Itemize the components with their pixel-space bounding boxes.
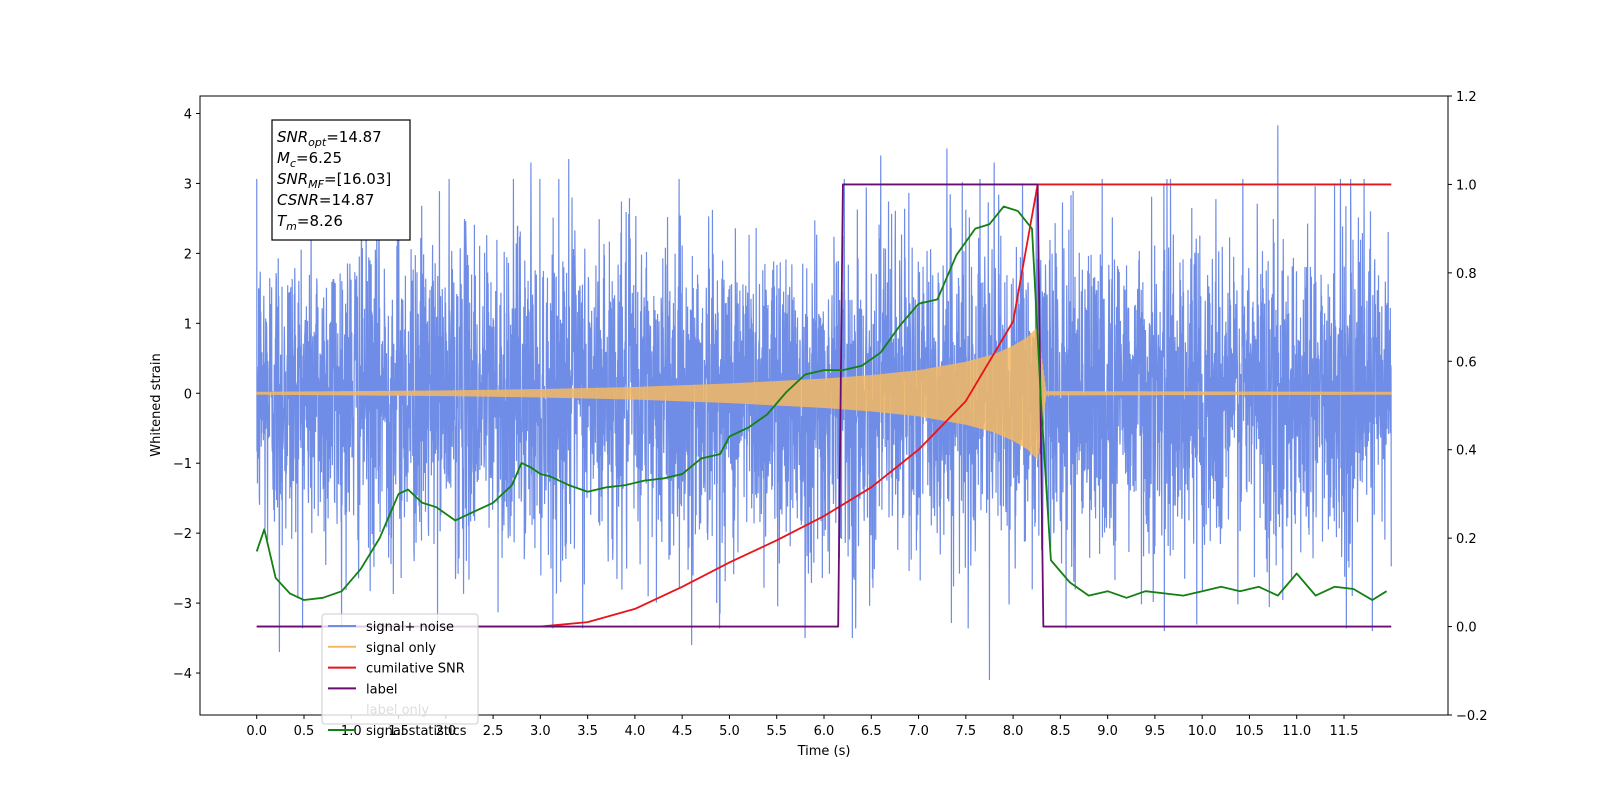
snr-annotation-box: SNRopt=14.87Mc=6.25SNRMF=[16.03]CSNR=14.… <box>271 119 411 241</box>
annotation-line: SNRMF=[16.03] <box>277 170 391 191</box>
x-tick-label: 6.0 <box>814 724 835 739</box>
x-axis-ticks: 0.0 0.5 1.0 1.5 2.0 2.5 3.0 3.5 4.0 4.5 5.0 5.5 6.0 6… <box>246 715 1358 739</box>
y-axis-ticks: 4 3 2 1 0 −1 −2 −3 −4 <box>173 107 200 682</box>
y-tick-label: −4 <box>173 667 192 682</box>
series-signal-noise <box>256 125 1392 681</box>
legend-label: signal statistics <box>366 724 467 739</box>
y-tick-label: −3 <box>173 597 192 612</box>
legend-frame <box>321 613 479 725</box>
x-tick-label: 9.5 <box>1145 724 1166 739</box>
x-tick-label: 7.0 <box>908 724 929 739</box>
y-tick-label: −2 <box>173 527 192 542</box>
y-tick-label: 4 <box>184 107 192 122</box>
annotation-line: Tm=8.26 <box>277 212 343 233</box>
x-tick-label: 0.5 <box>294 724 315 739</box>
x-tick-label: 0.0 <box>246 724 267 739</box>
y-axis-label: Whitened strain <box>149 353 164 456</box>
legend-label: cumilative SNR <box>366 662 465 677</box>
series-signal-only <box>256 327 1392 460</box>
x-axis-label: Time (s) <box>797 744 851 759</box>
x-tick-label: 2.5 <box>483 724 504 739</box>
y-tick-label: 3 <box>184 177 192 192</box>
x-tick-label: 1.0 <box>341 724 362 739</box>
annotation-line: Mc=6.25 <box>277 149 342 170</box>
series-label <box>256 183 1392 628</box>
y2-tick-label: 0.0 <box>1456 621 1477 636</box>
x-tick-label: 2.0 <box>435 724 456 739</box>
y-tick-label: 1 <box>184 317 192 332</box>
y2-tick-label: 0.2 <box>1456 532 1477 547</box>
x-tick-label: 7.5 <box>955 724 976 739</box>
legend-label: label only <box>366 703 429 718</box>
x-tick-label: 11.5 <box>1330 724 1359 739</box>
y2-tick-label: 1.2 <box>1456 90 1477 105</box>
x-tick-label: 8.0 <box>1003 724 1024 739</box>
x-tick-label: 9.0 <box>1097 724 1118 739</box>
y2-axis-ticks: 1.2 1.0 0.8 0.6 0.4 0.2 0.0 −0.2 <box>1448 90 1488 724</box>
legend: signal+ noise signal only cumilative SNR la… <box>321 613 479 739</box>
annotation-frame <box>271 119 411 241</box>
plot-area <box>255 125 1392 681</box>
x-tick-label: 11.0 <box>1282 724 1311 739</box>
legend-label: signal only <box>366 641 436 656</box>
x-tick-label: 4.5 <box>672 724 693 739</box>
x-tick-label: 5.0 <box>719 724 740 739</box>
y2-tick-label: 1.0 <box>1456 178 1477 193</box>
x-tick-label: 8.5 <box>1050 724 1071 739</box>
y2-tick-label: −0.2 <box>1456 709 1488 724</box>
x-tick-label: 5.5 <box>766 724 787 739</box>
y2-tick-label: 0.8 <box>1456 267 1477 282</box>
y-tick-label: 0 <box>184 387 192 402</box>
series-signal-statistics <box>255 205 1388 601</box>
x-tick-label: 3.0 <box>530 724 551 739</box>
y2-tick-label: 0.6 <box>1456 355 1477 370</box>
legend-label: label <box>366 682 397 697</box>
x-tick-label: 4.0 <box>625 724 646 739</box>
legend-label: signal+ noise <box>366 620 454 635</box>
x-tick-label: 6.5 <box>861 724 882 739</box>
y2-tick-label: 0.4 <box>1456 444 1477 459</box>
x-tick-label: 3.5 <box>577 724 598 739</box>
y-tick-label: 2 <box>184 247 192 262</box>
y-tick-label: −1 <box>173 457 192 472</box>
x-tick-label: 10.5 <box>1235 724 1264 739</box>
series-cumulative-snr <box>256 183 1392 628</box>
x-tick-label: 1.5 <box>388 724 409 739</box>
annotation-line: SNRopt=14.87 <box>277 128 382 149</box>
x-tick-label: 10.0 <box>1188 724 1217 739</box>
annotation-line: CSNR=14.87 <box>277 191 374 209</box>
